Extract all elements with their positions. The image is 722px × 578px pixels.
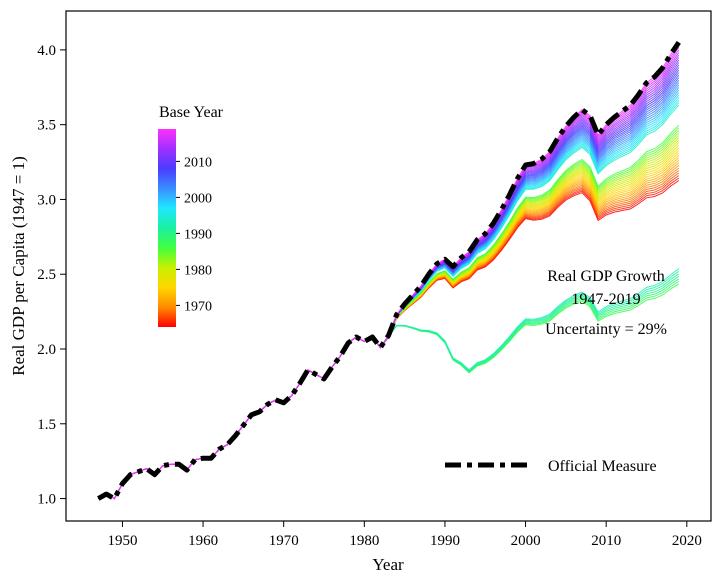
x-tick-label: 1990 bbox=[430, 533, 460, 549]
y-tick-label: 2.5 bbox=[37, 267, 56, 283]
legend: Official Measure bbox=[445, 458, 657, 475]
y-tick-label: 1.5 bbox=[37, 417, 56, 433]
official-measure-line bbox=[97, 41, 681, 502]
y-tick-label: 2.0 bbox=[37, 342, 56, 358]
colorbar-tick-label: 1980 bbox=[184, 263, 212, 278]
colorbar: Base Year 2010 2000 1990 1980 1970 bbox=[158, 104, 224, 327]
x-tick-label: 2000 bbox=[511, 533, 541, 549]
x-axis-title: Year bbox=[372, 555, 404, 574]
y-tick-label: 4.0 bbox=[37, 43, 56, 59]
x-tick-label: 2010 bbox=[591, 533, 621, 549]
plot-frame bbox=[65, 10, 712, 522]
colorbar-swatch bbox=[158, 129, 176, 327]
x-tick-label: 1960 bbox=[188, 533, 218, 549]
base-year-series-line bbox=[98, 79, 680, 500]
y-tick-label: 3.5 bbox=[37, 118, 56, 134]
x-tick-label: 1970 bbox=[269, 533, 299, 549]
annotation-title: Real GDP Growth bbox=[547, 268, 665, 285]
colorbar-tick-label: 2000 bbox=[184, 191, 212, 206]
colorbar-ticks: 2010 2000 1990 1980 1970 bbox=[176, 155, 212, 314]
y-tick-label: 1.0 bbox=[37, 492, 56, 508]
annotation-box: Real GDP Growth 1947-2019 Uncertainty = … bbox=[545, 268, 667, 338]
annotation-uncertainty: Uncertainty = 29% bbox=[545, 321, 667, 338]
colorbar-title: Base Year bbox=[159, 104, 224, 121]
official-measure-line-group bbox=[97, 41, 681, 502]
x-axis-ticks: 1950 1960 1970 1980 1990 2000 2010 2020 bbox=[107, 521, 702, 549]
x-tick-label: 1950 bbox=[107, 533, 137, 549]
legend-official-label: Official Measure bbox=[548, 458, 657, 475]
x-tick-label: 1980 bbox=[349, 533, 379, 549]
y-axis-ticks: 1.0 1.5 2.0 2.5 3.0 3.5 4.0 bbox=[37, 43, 66, 508]
colorbar-tick-label: 1970 bbox=[184, 299, 212, 314]
x-tick-label: 2020 bbox=[672, 533, 702, 549]
y-tick-label: 3.0 bbox=[37, 192, 56, 208]
annotation-period: 1947-2019 bbox=[571, 291, 640, 308]
colorbar-tick-label: 1990 bbox=[184, 227, 212, 242]
colorbar-tick-label: 2010 bbox=[184, 155, 212, 170]
y-axis-title: Real GDP per Capita (1947 = 1) bbox=[9, 156, 28, 376]
